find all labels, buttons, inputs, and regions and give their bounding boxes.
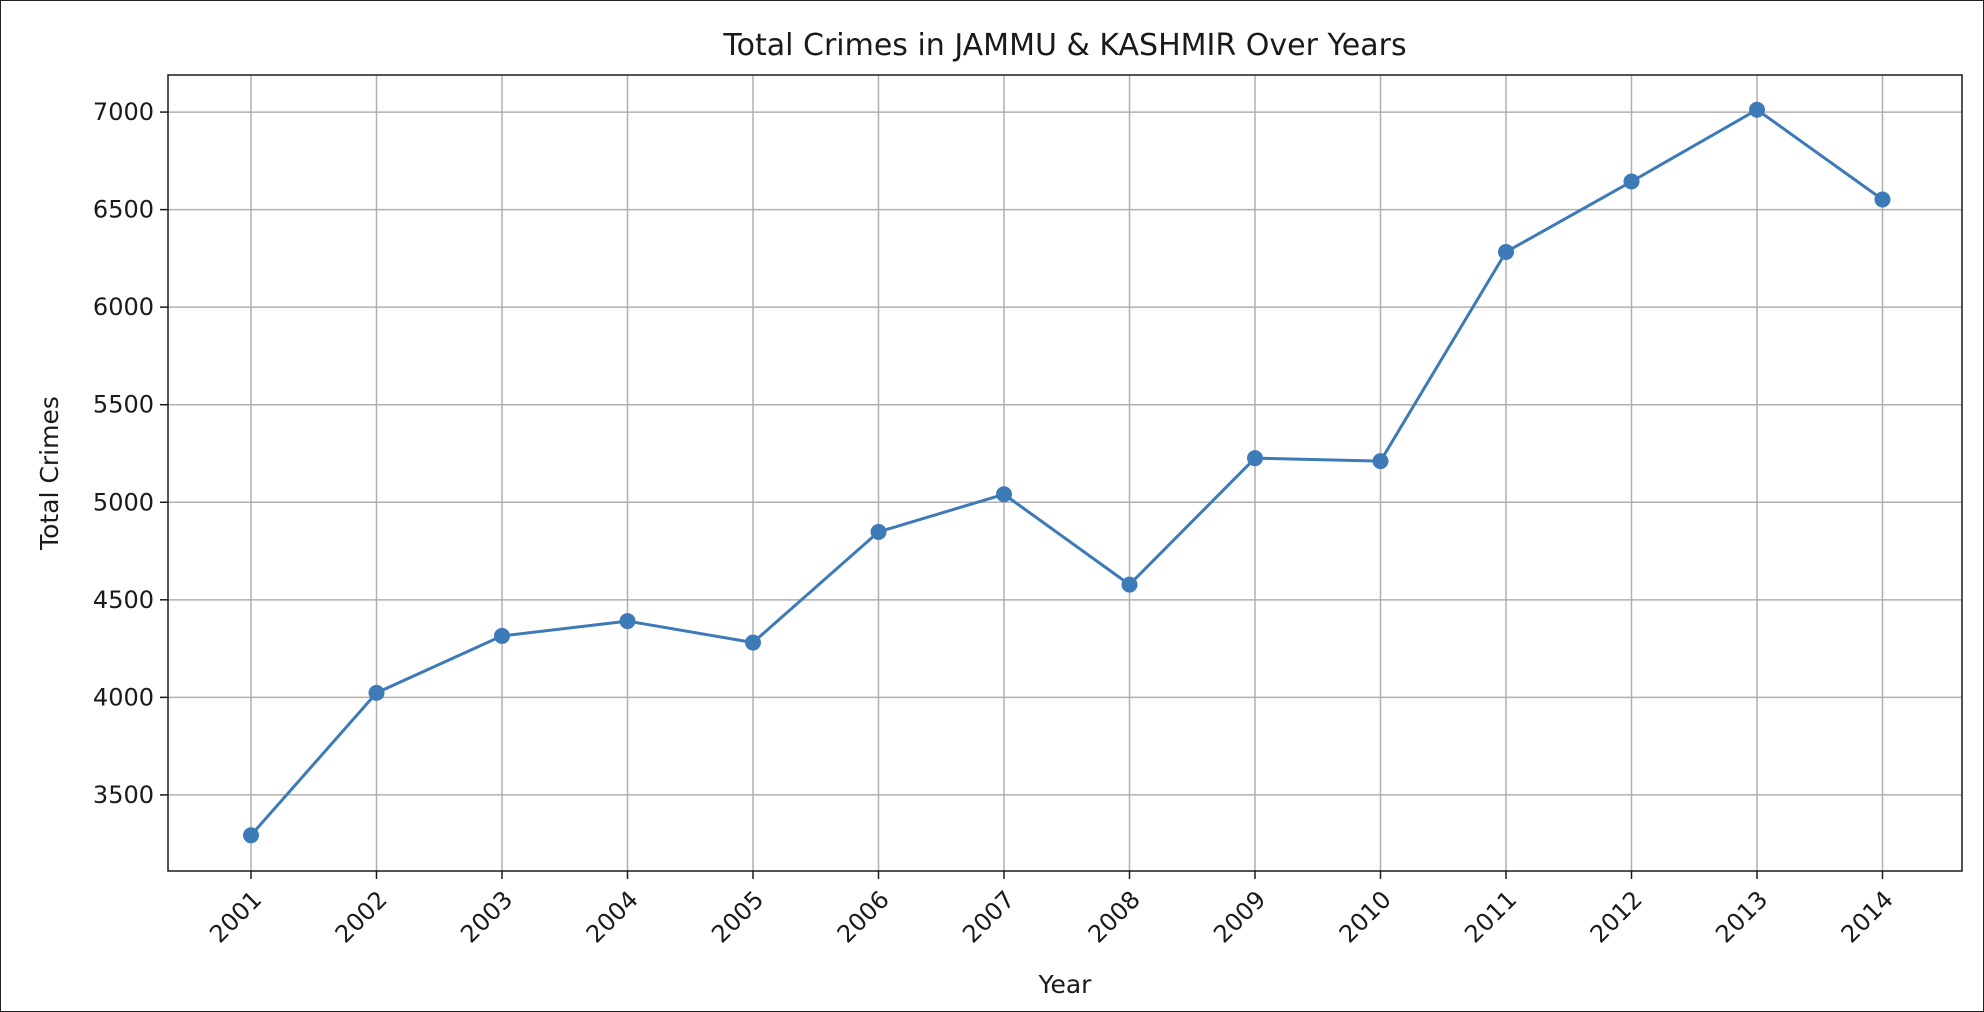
data-point — [870, 523, 887, 540]
x-tick-label: 2011 — [1459, 885, 1522, 948]
x-tick-label: 2003 — [455, 885, 518, 948]
series-markers — [243, 101, 1891, 844]
series-line — [249, 108, 1884, 837]
y-axis-label: Total Crimes — [35, 396, 64, 551]
x-tick-label: 2013 — [1710, 885, 1773, 948]
x-tick-label: 2012 — [1585, 885, 1648, 948]
y-tick-label: 5500 — [93, 391, 154, 419]
x-tick-label: 2005 — [706, 885, 769, 948]
y-tick-label: 4500 — [93, 586, 154, 614]
x-tick-label: 2010 — [1334, 885, 1397, 948]
data-point — [494, 627, 510, 644]
axis-ticks: 2001 2002 2003 2004 2005 2006 2007 2008 2009 2010… — [93, 98, 1899, 948]
data-point — [1874, 191, 1891, 208]
data-point — [1498, 243, 1514, 260]
x-tick-label: 2004 — [581, 885, 644, 948]
y-tick-label: 4000 — [93, 683, 154, 711]
x-tick-label: 2007 — [957, 885, 1020, 948]
y-tick-label: 3500 — [93, 781, 154, 809]
chart-title: Total Crimes in JAMMU & KASHMIR Over Yea… — [722, 28, 1406, 63]
data-point — [1623, 173, 1640, 190]
y-tick-label: 7000 — [93, 98, 154, 126]
x-tick-label: 2002 — [330, 885, 393, 948]
data-point — [1749, 101, 1765, 118]
data-point — [619, 613, 636, 630]
x-tick-label: 2001 — [204, 885, 267, 948]
data-point — [1121, 576, 1138, 593]
y-tick-label: 5000 — [93, 488, 154, 516]
x-tick-label: 2006 — [832, 885, 895, 948]
y-tick-label: 6000 — [93, 293, 154, 321]
x-axis-label: Year — [1038, 970, 1093, 999]
data-point — [243, 827, 259, 844]
plot-area — [167, 74, 1963, 872]
data-point — [996, 486, 1012, 503]
grid-lines — [168, 75, 1962, 871]
x-tick-label: 2008 — [1083, 885, 1146, 948]
data-point — [1372, 453, 1389, 470]
x-tick-label: 2009 — [1208, 885, 1271, 948]
y-tick-label: 6500 — [93, 196, 154, 224]
data-point — [368, 684, 385, 701]
x-tick-label: 2014 — [1836, 885, 1899, 948]
data-point — [1247, 450, 1263, 467]
data-point — [745, 634, 761, 651]
